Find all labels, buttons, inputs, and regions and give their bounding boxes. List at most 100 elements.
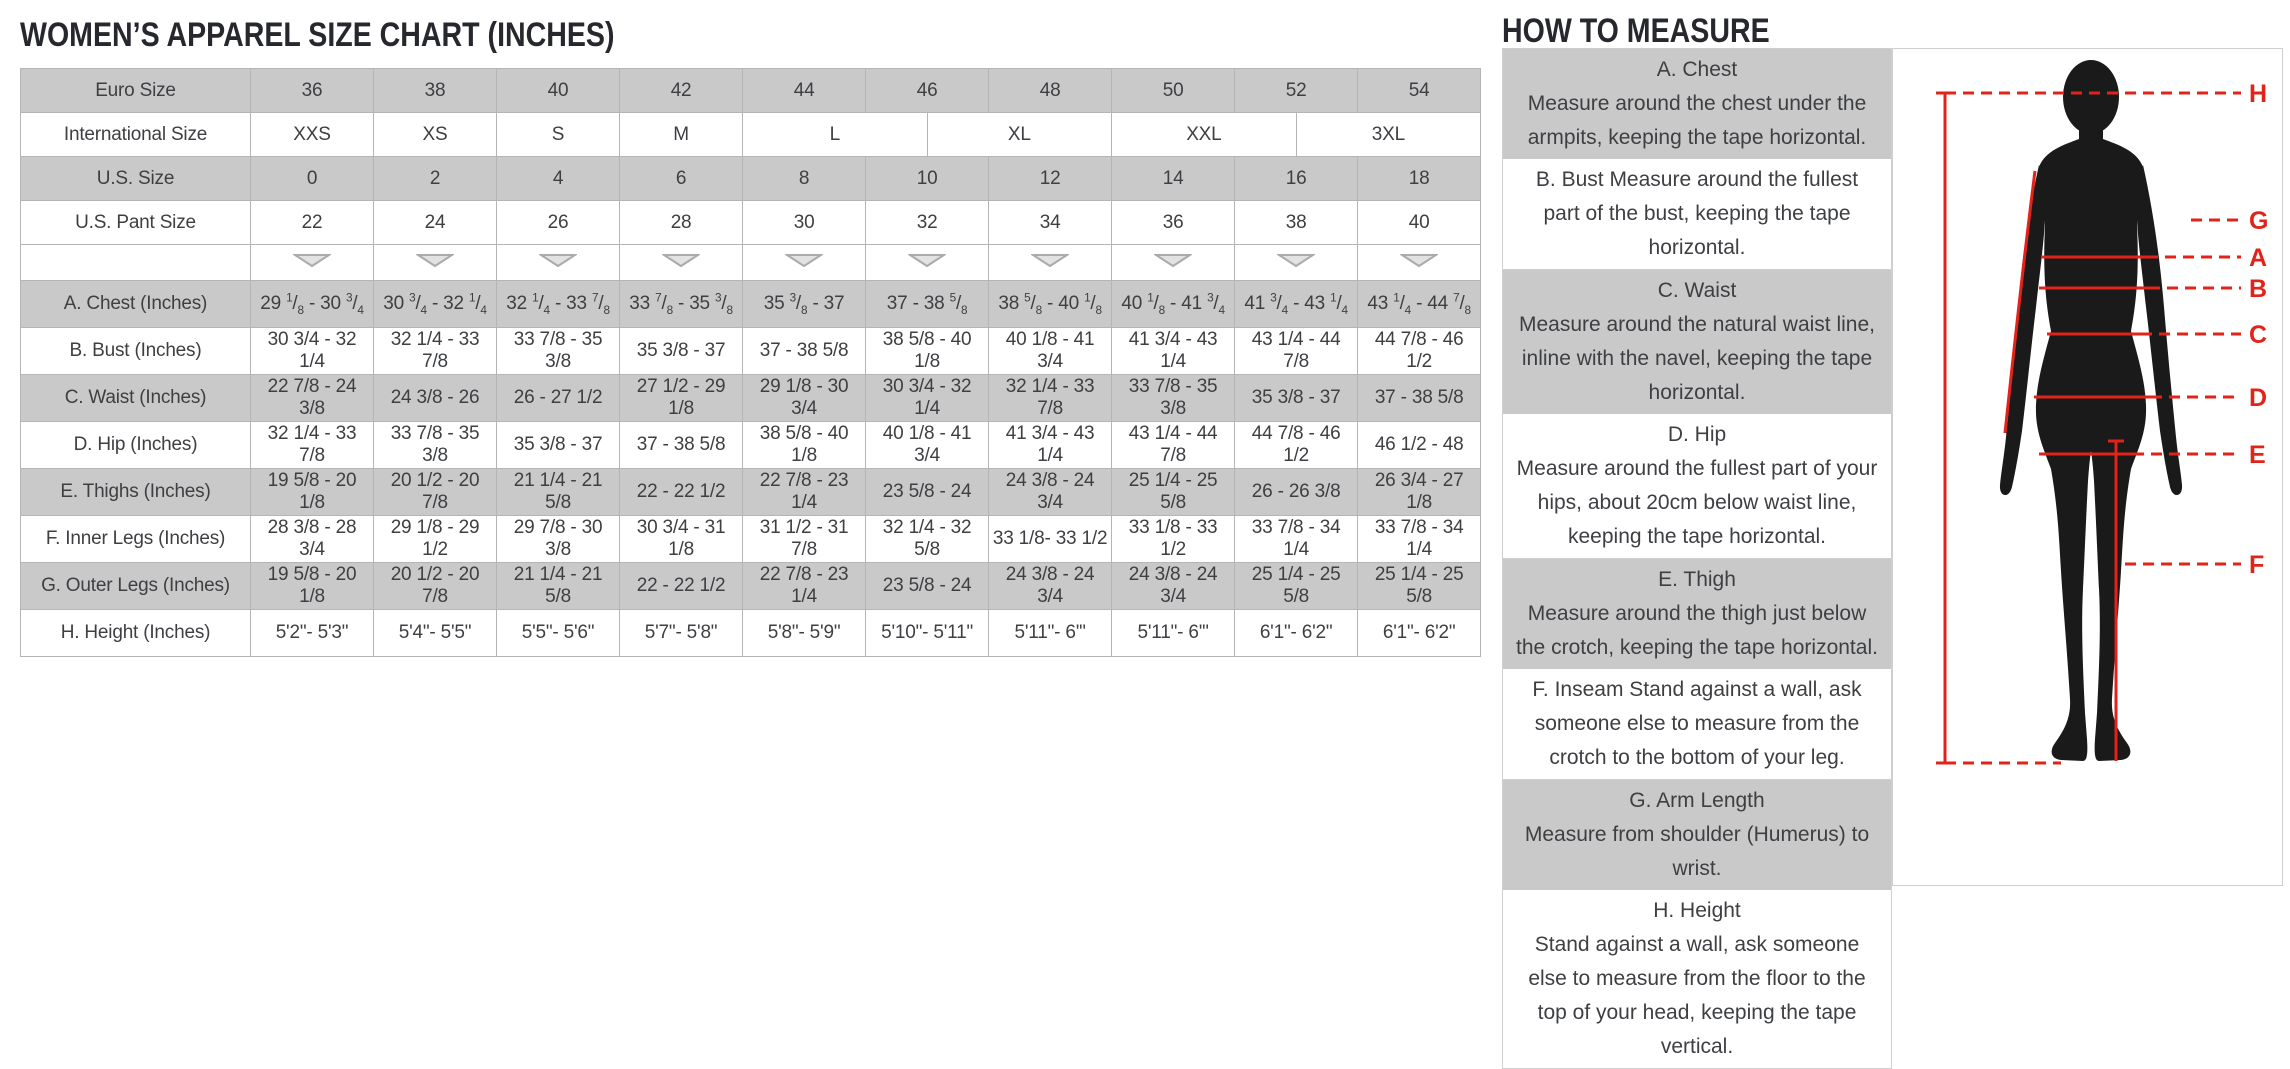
table-cell: 29 1/8 - 29 1/2 [373, 515, 498, 563]
table-cell: 23 5/8 - 24 [865, 468, 990, 516]
table-cell: 36 [1111, 200, 1236, 245]
table-cell: 14 [1111, 156, 1236, 201]
table-cell: 26 [496, 200, 621, 245]
table-row: International Size XXS XS S M L XL XXL 3XL [20, 112, 1482, 157]
table-cell: 30 3/4 - 31 1/8 [619, 515, 744, 563]
table-row: G. Outer Legs (Inches) 19 5/8 - 20 1/8 20 … [20, 562, 1482, 610]
row-label: D. Hip (Inches) [20, 421, 251, 469]
table-cell: 21 1/4 - 21 5/8 [496, 468, 621, 516]
table-cell: 6'1"- 6'2" [1234, 609, 1359, 657]
column-selector-cell [619, 244, 744, 281]
table-cell: 29 1/8 - 30 3/4 [249, 280, 375, 328]
dropdown-triangle-icon[interactable] [414, 253, 456, 268]
table-cell: 32 1/4 - 32 5/8 [865, 515, 990, 563]
table-cell: 12 [988, 156, 1113, 201]
table-cell: 6 [619, 156, 744, 201]
table-cell: 33 1/8- 33 1/2 [988, 515, 1113, 563]
dropdown-triangle-icon[interactable] [537, 253, 579, 268]
table-cell: 19 5/8 - 20 1/8 [249, 562, 375, 610]
instruction-text: Measure from shoulder (Humerus) to wrist… [1524, 823, 1870, 880]
table-cell: 25 1/4 - 25 5/8 [1234, 562, 1359, 610]
dropdown-triangle-icon[interactable] [1029, 253, 1071, 268]
table-cell: 32 [865, 200, 990, 245]
table-cell: 33 7/8 - 34 1/4 [1234, 515, 1359, 563]
table-cell: 38 5/8 - 40 1/8 [865, 327, 990, 375]
row-label [20, 244, 251, 281]
measure-instruction-waist: C. Waist Measure around the natural waist… [1503, 270, 1891, 414]
table-cell: 37 - 38 5/8 [742, 327, 867, 375]
table-cell: 0 [249, 156, 375, 201]
measure-instruction-bust: B. Bust Measure around the fullest part … [1503, 159, 1891, 270]
table-cell: 25 1/4 - 25 5/8 [1111, 468, 1236, 516]
table-cell: 43 1/4 - 44 7/8 [1357, 280, 1482, 328]
table-cell: 32 1/4 - 33 7/8 [496, 280, 621, 328]
table-cell: 33 7/8 - 35 3/8 [619, 280, 744, 328]
table-cell: S [496, 112, 621, 157]
dropdown-triangle-icon[interactable] [783, 253, 825, 268]
table-cell: 37 - 38 5/8 [1357, 374, 1482, 422]
table-cell: 30 3/4 - 32 1/4 [249, 327, 375, 375]
dropdown-triangle-icon[interactable] [1398, 253, 1440, 268]
row-label: G. Outer Legs (Inches) [20, 562, 251, 610]
table-cell: 24 3/8 - 24 3/4 [1111, 562, 1236, 610]
table-cell: 43 1/4 - 44 7/8 [1234, 327, 1359, 375]
table-cell: 24 3/8 - 26 [373, 374, 498, 422]
dropdown-triangle-icon[interactable] [1275, 253, 1317, 268]
instruction-text: Measure around the fullest part of the b… [1543, 168, 1859, 259]
instruction-heading: D. Hip [1667, 423, 1727, 446]
table-cell: 43 1/4 - 44 7/8 [1111, 421, 1236, 469]
table-cell: 20 1/2 - 20 7/8 [373, 468, 498, 516]
table-cell: 50 [1111, 68, 1236, 113]
table-cell: 26 3/4 - 27 1/8 [1357, 468, 1482, 516]
size-chart-table: Euro Size 36 38 40 42 44 46 48 50 52 54 Internation… [20, 68, 1482, 657]
table-row: B. Bust (Inches) 30 3/4 - 32 1/4 32 1/4 - … [20, 327, 1482, 375]
table-cell: 22 7/8 - 24 3/8 [249, 374, 375, 422]
row-label: U.S. Size [20, 156, 251, 201]
table-cell: 5'5"- 5'6" [496, 609, 621, 657]
dropdown-triangle-icon[interactable] [660, 253, 702, 268]
table-cell: 32 1/4 - 33 7/8 [988, 374, 1113, 422]
table-cell: 5'11"- 6'" [988, 609, 1113, 657]
dropdown-triangle-icon[interactable] [906, 253, 948, 268]
row-label: E. Thighs (Inches) [20, 468, 251, 516]
instruction-heading: H. Height [1653, 899, 1741, 922]
female-figure-silhouette [1999, 60, 2183, 761]
table-cell: 41 3/4 - 43 1/4 [1111, 327, 1236, 375]
table-cell: 38 [373, 68, 498, 113]
measure-instructions-list: A. Chest Measure around the chest under t… [1502, 48, 1892, 1069]
dropdown-triangle-icon[interactable] [1152, 253, 1194, 268]
table-cell: 31 1/2 - 31 7/8 [742, 515, 867, 563]
table-cell: XXL [1111, 112, 1297, 157]
table-cell: 27 1/2 - 29 1/8 [619, 374, 744, 422]
table-cell: 28 3/8 - 28 3/4 [249, 515, 375, 563]
table-cell: 18 [1357, 156, 1482, 201]
table-row: H. Height (Inches) 5'2"- 5'3" 5'4"- 5'5" 5'… [20, 609, 1482, 657]
table-cell: XS [373, 112, 498, 157]
table-cell: 16 [1234, 156, 1359, 201]
table-cell: 22 7/8 - 23 1/4 [742, 468, 867, 516]
table-cell: 30 3/4 - 32 1/4 [373, 280, 498, 328]
table-cell: 24 [373, 200, 498, 245]
table-cell: 37 - 38 5/8 [865, 280, 990, 328]
table-cell: 37 - 38 5/8 [619, 421, 744, 469]
table-cell: 23 5/8 - 24 [865, 562, 990, 610]
table-row: D. Hip (Inches) 32 1/4 - 33 7/8 33 7/8 - 3… [20, 421, 1482, 469]
table-cell: 22 [249, 200, 375, 245]
table-cell: 32 1/4 - 33 7/8 [373, 327, 498, 375]
table-cell: 5'8"- 5'9" [742, 609, 867, 657]
column-selector-cell [1357, 244, 1482, 281]
table-cell: 5'7"- 5'8" [619, 609, 744, 657]
table-cell: 21 1/4 - 21 5/8 [496, 562, 621, 610]
table-cell: 4 [496, 156, 621, 201]
table-cell: 5'10"- 5'11" [865, 609, 990, 657]
table-cell: XXS [249, 112, 375, 157]
dropdown-triangle-icon[interactable] [291, 253, 333, 268]
instruction-heading: E. Thigh [1658, 568, 1736, 591]
figure-label-C: C [2249, 321, 2267, 349]
instruction-heading: F. Inseam [1532, 678, 1630, 701]
table-cell: XL [926, 112, 1113, 157]
instruction-text: Measure around the fullest part of your … [1516, 457, 1878, 548]
table-cell: 40 1/8 - 41 3/4 [865, 421, 990, 469]
